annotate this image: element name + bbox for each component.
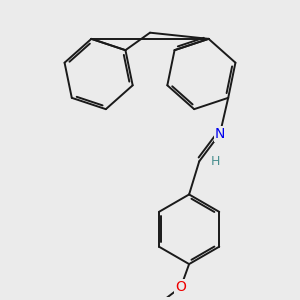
Text: N: N <box>215 127 225 141</box>
Text: H: H <box>211 155 220 168</box>
Text: O: O <box>176 280 186 294</box>
